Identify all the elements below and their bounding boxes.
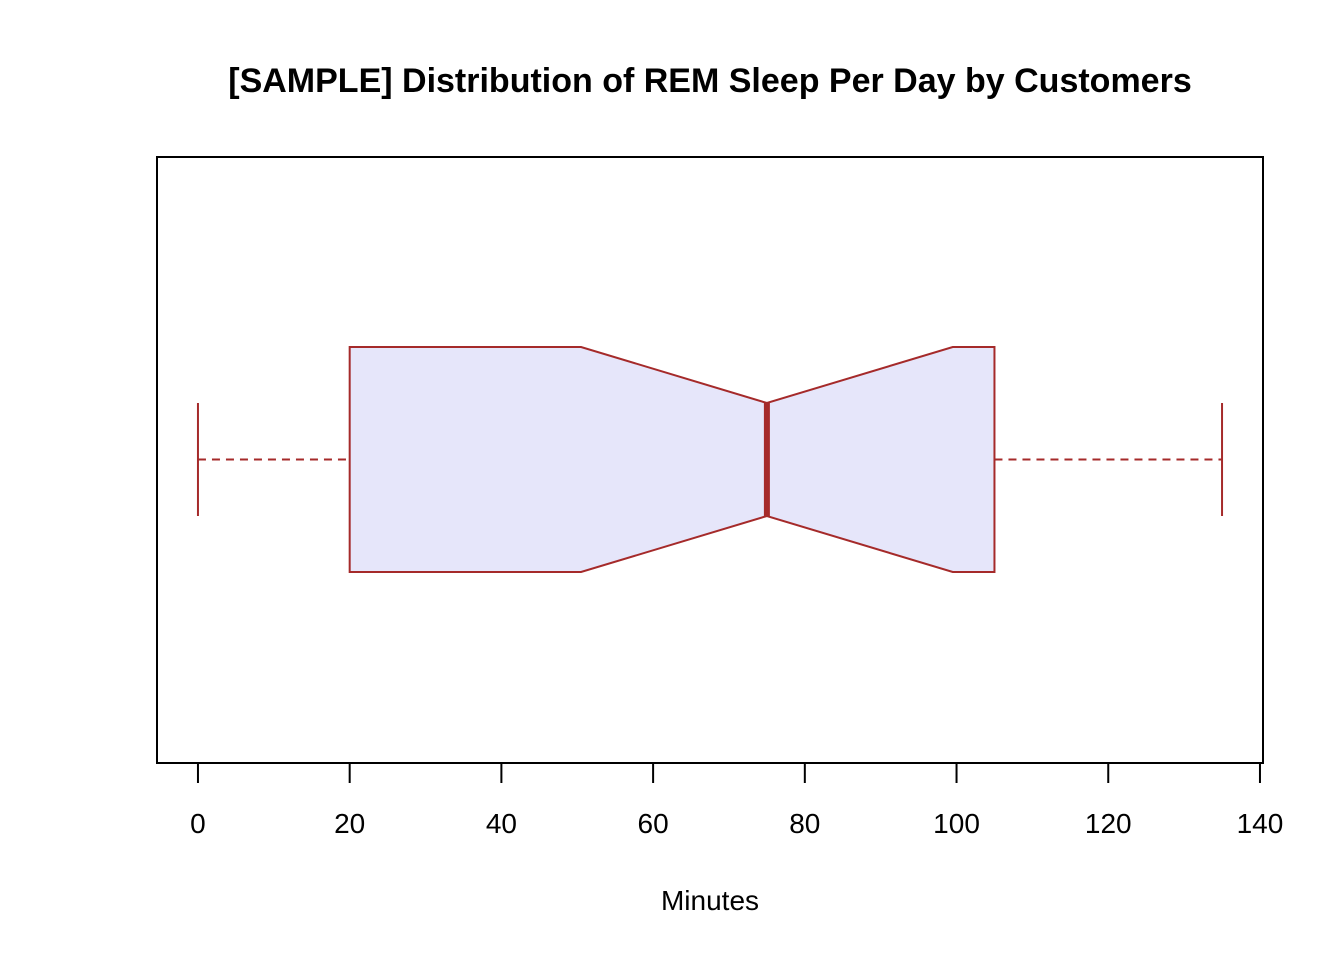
notched-box [348,346,996,573]
x-tick-label: 0 [190,808,206,839]
x-tick-label: 20 [334,808,365,839]
chart-title: [SAMPLE] Distribution of REM Sleep Per D… [228,62,1191,100]
boxplot-group [196,346,1224,573]
x-tick-label: 100 [933,808,980,839]
x-tick-label: 60 [638,808,669,839]
x-tick-label: 80 [789,808,820,839]
x-tick-label: 40 [486,808,517,839]
x-axis: 0 20 40 60 80 100 120 140 [190,762,1284,839]
x-tick-label: 140 [1237,808,1284,839]
x-tick-label: 120 [1085,808,1132,839]
x-axis-label: Minutes [661,885,759,916]
